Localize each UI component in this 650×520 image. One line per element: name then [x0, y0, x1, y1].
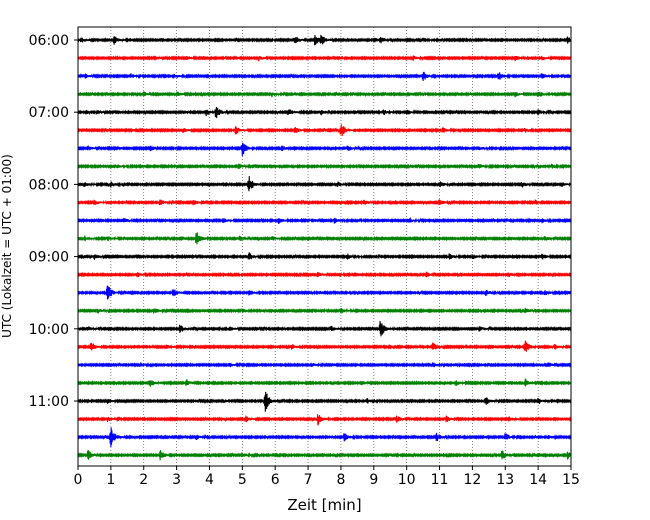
x-tick-label: 14 [529, 472, 547, 488]
x-axis-label: Zeit [min] [287, 496, 361, 514]
trace-row [77, 71, 572, 82]
x-tick-label: 7 [304, 472, 313, 488]
x-tick-label: 8 [336, 472, 345, 488]
x-tick-label: 0 [74, 472, 83, 488]
x-tick-label: 5 [238, 472, 247, 488]
trace-row [77, 361, 572, 368]
x-tick-label: 6 [271, 472, 280, 488]
trace-row [77, 232, 572, 245]
trace-row [77, 391, 572, 412]
x-tick-label: 15 [562, 472, 580, 488]
plot-frame [77, 26, 572, 467]
x-tick-label: 11 [431, 472, 449, 488]
trace-row [77, 142, 572, 157]
y-tick-label: 06:00 [29, 33, 69, 49]
x-tick-label: 10 [398, 472, 416, 488]
trace-row [77, 34, 572, 46]
trace-row [77, 217, 572, 224]
trace-row [77, 449, 572, 461]
x-tick-label: 9 [369, 472, 378, 488]
trace-row [77, 378, 572, 387]
trace-row [77, 271, 572, 278]
trace-row [77, 106, 572, 119]
trace-row [77, 320, 572, 337]
x-tick-label: 4 [205, 472, 214, 488]
x-tick-label: 3 [172, 472, 181, 488]
trace-row [77, 427, 572, 448]
trace-row [77, 252, 572, 260]
x-tick-label: 13 [496, 472, 514, 488]
y-tick-label: 09:00 [29, 250, 69, 266]
trace-row [77, 163, 572, 170]
seismogram-traces [77, 34, 572, 461]
y-tick-label: 07:00 [29, 105, 69, 121]
y-tick-label: 08:00 [29, 177, 69, 193]
x-axis-ticks: 0 1 2 3 4 5 6 7 8 9 10 11 12 13 14 15 [74, 466, 580, 488]
trace-row [77, 199, 572, 206]
x-tick-label: 2 [139, 472, 148, 488]
trace-row [77, 91, 572, 98]
y-axis-label: UTC (Lokalzeit = UTC + 01:00) [0, 154, 14, 338]
trace-row [77, 55, 572, 62]
x-tick-label: 12 [463, 472, 481, 488]
y-tick-label: 10:00 [29, 322, 69, 338]
y-tick-label: 11:00 [29, 394, 69, 410]
trace-row [77, 124, 572, 136]
trace-row [77, 414, 572, 426]
trace-row [77, 285, 572, 300]
trace-row [77, 340, 572, 352]
vertical-gridlines [110, 27, 539, 466]
trace-row [77, 307, 572, 314]
y-axis-ticks: 06:00 07:00 08:00 09:00 10:00 11:00 [29, 33, 78, 410]
trace-row [77, 176, 572, 192]
x-tick-label: 1 [106, 472, 115, 488]
